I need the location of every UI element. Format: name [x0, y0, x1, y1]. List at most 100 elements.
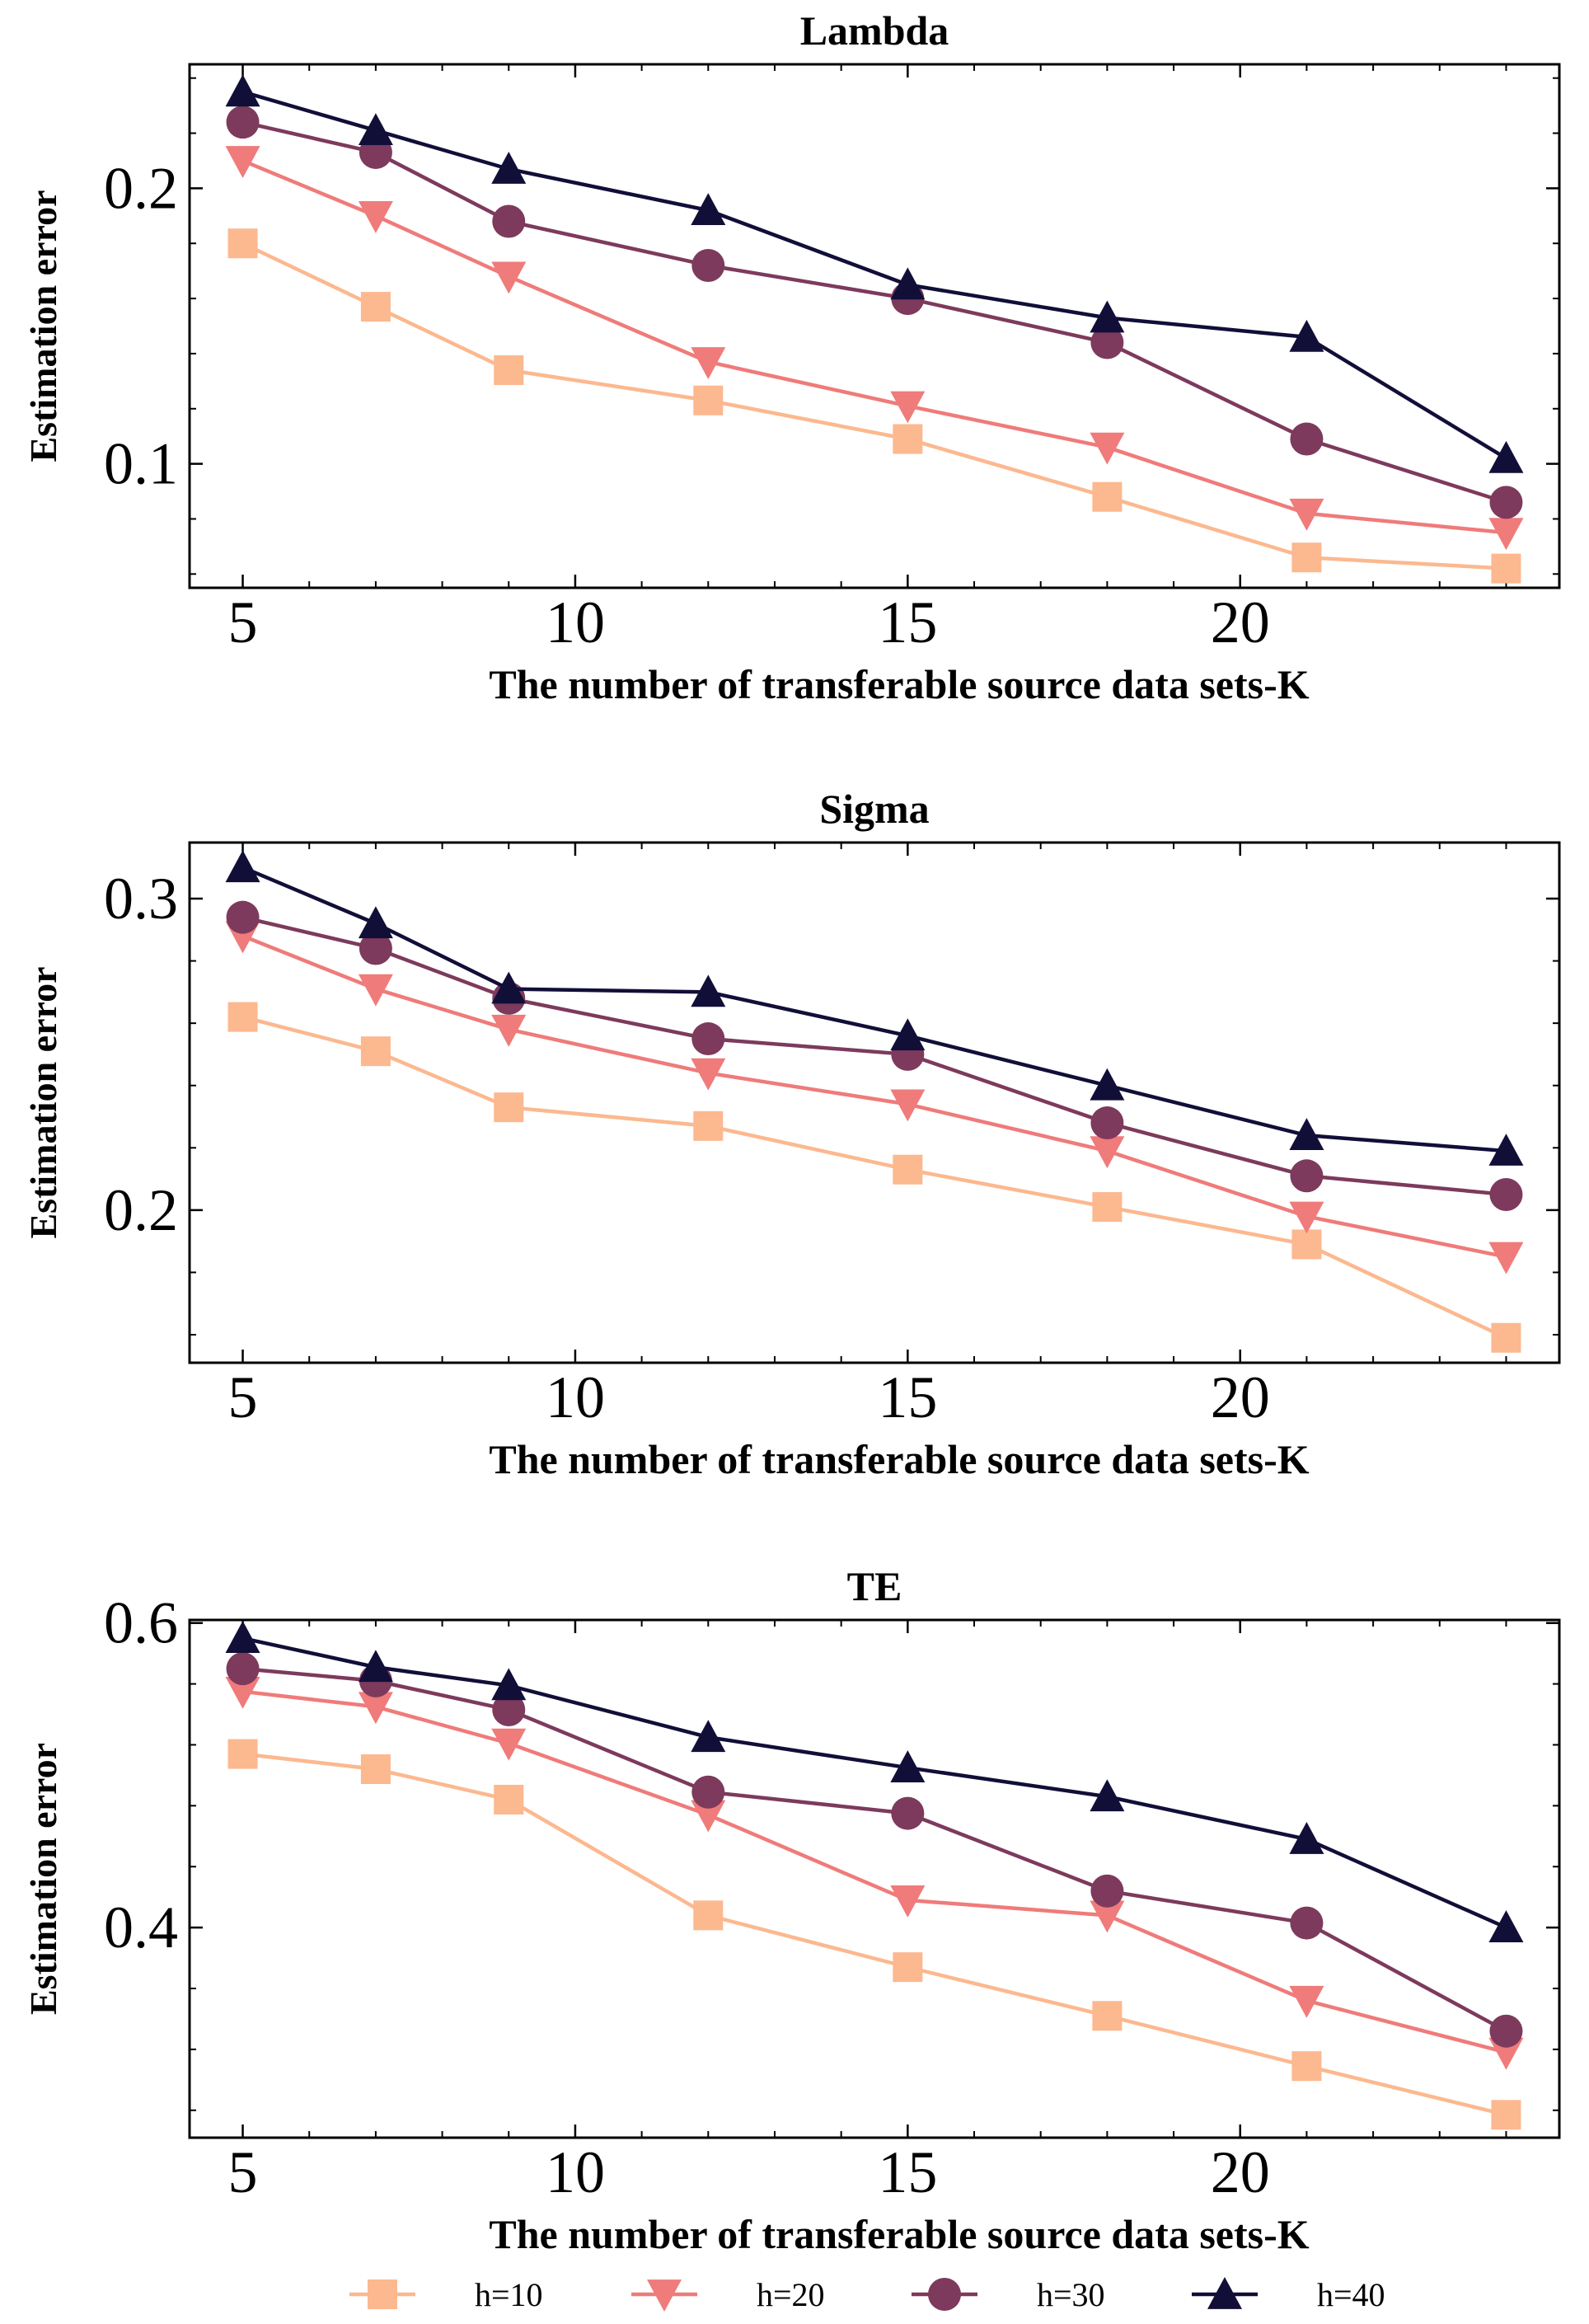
data-point	[358, 1692, 393, 1725]
legend-label: h=10	[475, 2276, 543, 2313]
data-point	[358, 113, 393, 146]
chart-title: Sigma	[819, 786, 929, 832]
data-point	[1090, 1106, 1124, 1140]
series-h-10	[227, 1002, 1521, 1353]
data-point	[360, 292, 391, 322]
data-point	[1489, 2014, 1523, 2048]
data-point	[890, 1018, 926, 1051]
series-line	[242, 1636, 1507, 1930]
data-point	[225, 74, 260, 107]
data-point	[1290, 1159, 1324, 1193]
data-point	[227, 1739, 258, 1769]
data-point	[1090, 432, 1125, 465]
legend-entry-h-40: h=40	[1192, 2276, 1385, 2313]
data-point	[890, 1885, 926, 1918]
y-tick-label: 0.1	[104, 431, 178, 497]
data-point	[1092, 2001, 1123, 2031]
legend-marker	[647, 2279, 682, 2312]
data-point	[227, 1002, 258, 1032]
data-point	[691, 347, 726, 379]
data-point	[494, 1092, 524, 1123]
data-point	[227, 228, 258, 259]
data-point	[358, 974, 393, 1007]
data-point	[1491, 1322, 1521, 1353]
x-tick-label: 5	[228, 589, 258, 655]
x-tick-label: 15	[878, 589, 937, 655]
data-point	[358, 1650, 393, 1683]
data-point	[1090, 1068, 1125, 1101]
series-line	[241, 866, 1507, 1153]
data-point	[1488, 1242, 1524, 1275]
x-tick-label: 20	[1211, 589, 1270, 655]
data-point	[491, 971, 527, 1004]
plot-frame	[188, 63, 1561, 589]
data-point	[492, 204, 526, 238]
legend-label: h=20	[757, 2276, 825, 2313]
series-line	[242, 915, 1507, 1197]
y-tick-label: 0.2	[104, 1177, 178, 1243]
data-point	[893, 1952, 923, 1983]
data-point	[693, 385, 724, 416]
data-point	[491, 1014, 527, 1047]
series-line	[242, 120, 1507, 505]
data-point	[890, 391, 926, 424]
data-point	[1491, 2100, 1521, 2130]
series-line	[242, 1666, 1507, 2033]
data-point	[358, 200, 393, 233]
data-point	[1289, 1821, 1324, 1854]
x-tick-label: 10	[546, 589, 605, 655]
y-tick-label: 0.6	[104, 1590, 178, 1656]
data-point	[225, 146, 260, 178]
data-point	[890, 1750, 926, 1783]
chart-title: Lambda	[800, 7, 949, 54]
plot-frame	[188, 1618, 1561, 2139]
legend-marker	[1207, 2277, 1242, 2309]
y-axis-label: Estimation error	[22, 1743, 64, 2015]
data-point	[491, 1728, 527, 1761]
y-axis-label: Estimation error	[22, 966, 64, 1238]
data-point	[1488, 1134, 1524, 1166]
data-point	[225, 850, 260, 883]
data-point	[691, 1720, 726, 1753]
data-point	[1090, 326, 1124, 359]
data-point	[1290, 422, 1324, 456]
data-point	[360, 1036, 391, 1067]
x-tick-label: 20	[1211, 2139, 1270, 2205]
series-line	[241, 90, 1507, 460]
series-h-40	[225, 1621, 1524, 1942]
x-axis-label: The number of transferable source data s…	[489, 2211, 1309, 2257]
legend-entry-h-10: h=10	[349, 2276, 543, 2313]
y-tick-label: 0.2	[104, 155, 178, 221]
data-point	[691, 974, 726, 1007]
data-point	[360, 1754, 391, 1785]
data-point	[1489, 486, 1523, 519]
y-tick-label: 0.3	[104, 866, 178, 932]
series-h-30	[226, 1652, 1523, 2048]
data-point	[1289, 319, 1324, 352]
series-line	[242, 1752, 1507, 2117]
series-h-40	[225, 850, 1524, 1166]
data-point	[691, 1058, 726, 1091]
series-line	[241, 158, 1507, 535]
data-point	[1092, 481, 1123, 512]
data-point	[491, 1668, 527, 1701]
series-line	[241, 242, 1507, 570]
data-point	[225, 1621, 260, 1654]
plot-frame	[188, 841, 1561, 1364]
data-point	[1488, 518, 1524, 551]
chart-te: TE Estimation error The number of transfer…	[22, 1563, 1561, 2257]
data-point	[491, 261, 527, 294]
x-axis-label: The number of transferable source data s…	[489, 1436, 1309, 1482]
data-point	[492, 1693, 526, 1726]
x-tick-label: 20	[1211, 1364, 1270, 1430]
series-line	[242, 1689, 1507, 2054]
data-point	[890, 267, 926, 300]
legend-label: h=30	[1037, 2276, 1105, 2313]
data-point	[1090, 1874, 1124, 1908]
legend-marker	[928, 2278, 961, 2311]
data-point	[1289, 498, 1324, 531]
legend-marker	[368, 2279, 397, 2309]
chart-lambda: Lambda Estimation error The number of tran…	[22, 7, 1561, 707]
data-point	[1491, 553, 1521, 584]
